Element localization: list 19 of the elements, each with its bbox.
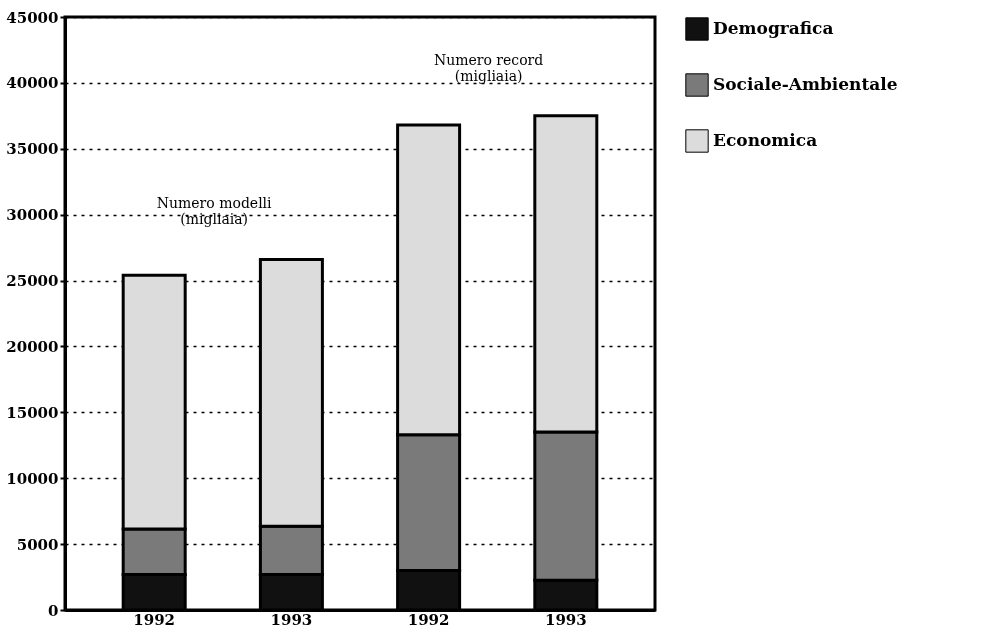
y-tick-label: 15000 — [6, 403, 59, 422]
y-tick-label: 40000 — [6, 74, 59, 93]
annotation: Numero record (migliaia) — [433, 51, 544, 84]
y-tick-label: 0 — [48, 601, 59, 620]
y-tick-label: 5000 — [16, 535, 59, 554]
y-tick-label: 25000 — [6, 272, 59, 291]
legend-label: Demografica — [713, 18, 834, 38]
legend-label: Sociale-Ambientale — [713, 74, 898, 94]
x-tick-label: 1992 — [133, 610, 176, 629]
y-tick-label: 10000 — [6, 469, 59, 488]
legend-label: Economica — [713, 130, 818, 150]
y-tick-label: 35000 — [6, 140, 59, 159]
annotation: Numero modelli (migliaia) — [156, 195, 273, 228]
y-tick-label: 20000 — [6, 337, 59, 356]
x-tick-label: 1992 — [407, 610, 450, 629]
x-tick-label: 1993 — [270, 610, 313, 629]
y-tick-label: 45000 — [6, 8, 59, 27]
x-tick-label: 1993 — [544, 610, 587, 629]
y-tick-label: 30000 — [6, 206, 59, 225]
